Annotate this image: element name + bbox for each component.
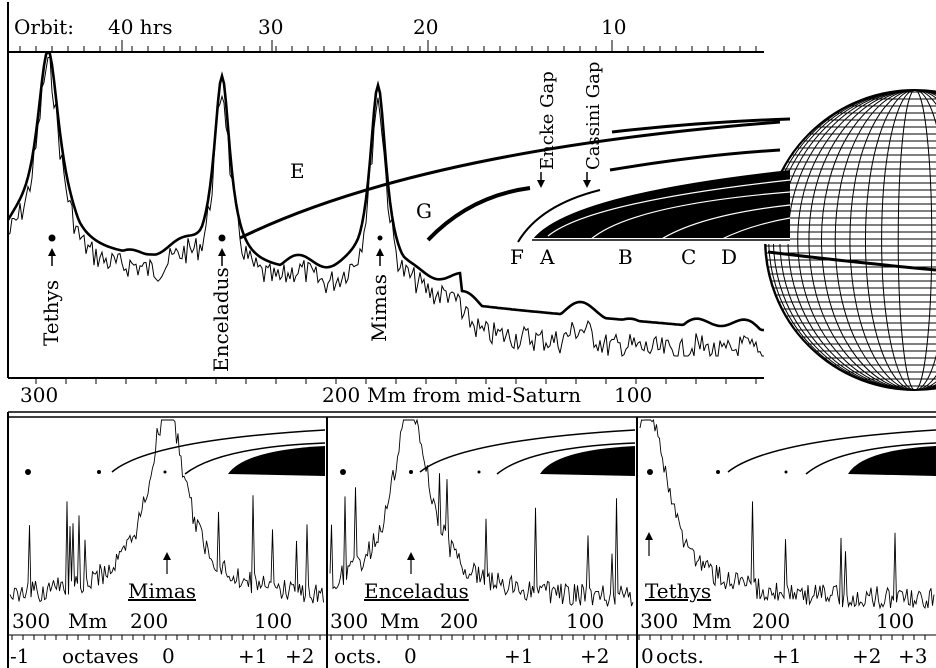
resonance-envelope-curve [8,52,764,332]
panel-oct-tick: +1 [238,644,267,668]
ring-gap-line [659,204,791,241]
ring-system [239,117,791,244]
panel-oct-tick: -1 [10,644,29,668]
panel-dist-unit: Mm [380,609,419,633]
ring-label-d: D [721,245,737,269]
moon-marker-enceladus: Enceladus [209,234,233,372]
ring-label-g: G [416,199,432,223]
orbit-tick-label: 20 [413,15,438,39]
panel-dist-tick: 300 [640,609,678,633]
top-panel [7,2,764,379]
distance-axis-label: Mm from mid-Saturn [367,383,581,407]
ring-label-f: F [510,245,524,269]
distance-axis-ticks [35,378,757,384]
panel-dist-unit: Mm [68,609,107,633]
panel-title-enceladus: Enceladus [364,579,469,603]
panel-dist-tick: 100 [876,609,914,633]
e-ring-arc [239,120,781,240]
panel-spectrum-curve [9,419,324,604]
panel-oct-tick: 0 [641,644,654,668]
panel-oct-tick: +2 [580,644,609,668]
panel-oct-tick: +2 [285,644,314,668]
orbit-tick-label: 10 [601,15,626,39]
cassini-gap-annotation: Cassini Gap [583,62,604,188]
ring-label-e: E [290,159,305,183]
panel-spectrum-curve [329,418,634,607]
moon-marker-tethys: Tethys [39,234,63,346]
ring-label-c: C [681,245,696,269]
e-ring-arc-outer [611,117,791,134]
panel-tethys: Tethys 300 Mm 200 100 0 octs. +1 +2 +3 [639,419,936,668]
distance-tick-label: 200 [322,383,360,407]
moon-marker-mimas: Mimas [367,235,391,342]
ring-label-a: A [539,245,555,269]
panel-spectrum-curve [639,419,935,610]
panel-dist-tick: 300 [330,609,368,633]
bottom-panels [7,411,936,668]
moon-label-tethys: Tethys [39,280,63,346]
g-ring-arc [426,186,531,242]
orbit-tick-label: 40 hrs [108,15,173,39]
orbit-axis-ticks [19,40,757,52]
panel-oct-label: octs. [334,644,382,668]
panel-oct-tick: +1 [504,644,533,668]
ring-gap-line [589,191,791,241]
panel-oct-tick: 0 [162,644,175,668]
panel-dist-tick: 200 [752,609,790,633]
panel-mimas: Mimas 300 Mm 200 100 -1 octaves 0 +1 +2 [9,419,326,668]
outer-ring-arc [609,148,781,172]
moon-label-enceladus: Enceladus [209,267,233,372]
encke-gap-label: Encke Gap [537,71,558,170]
f-ring-arc [517,189,601,243]
distance-tick-label: 100 [614,383,652,407]
main-rings-band [530,170,790,243]
panel-oct-tick: +3 [898,644,927,668]
panel-oct-tick: +1 [772,644,801,668]
panel-dist-tick: 100 [566,609,604,633]
ring-label-b: B [618,245,633,269]
encke-gap-annotation: Encke Gap [537,71,558,188]
panel-enceladus: Enceladus 300 Mm 200 100 octs. 0 +1 +2 [329,418,636,668]
moon-label-mimas: Mimas [367,274,391,342]
panel-title-tethys: Tethys [645,579,711,603]
panel-oct-label: octs. [656,644,704,668]
panel-oct-tick: 0 [404,644,417,668]
panel-dist-tick: 200 [130,609,168,633]
panel-dist-unit: Mm [692,609,731,633]
panel-oct-label: octaves [62,644,139,668]
ring-gap-line [719,217,791,241]
ring-gap-line [547,179,791,237]
panel-dist-tick: 200 [440,609,478,633]
orbit-axis-label: Orbit: [14,15,74,39]
panel-dist-tick: 300 [12,609,50,633]
resonance-spectrum-curve [8,56,764,358]
panel-dist-tick: 100 [254,609,292,633]
orbit-tick-label: 30 [258,15,283,39]
panel-title-mimas: Mimas [128,579,196,603]
panel-oct-tick: +2 [852,644,881,668]
distance-tick-label: 300 [20,383,58,407]
cassini-gap-label: Cassini Gap [583,62,604,170]
panel-axis-ticks [11,635,926,640]
